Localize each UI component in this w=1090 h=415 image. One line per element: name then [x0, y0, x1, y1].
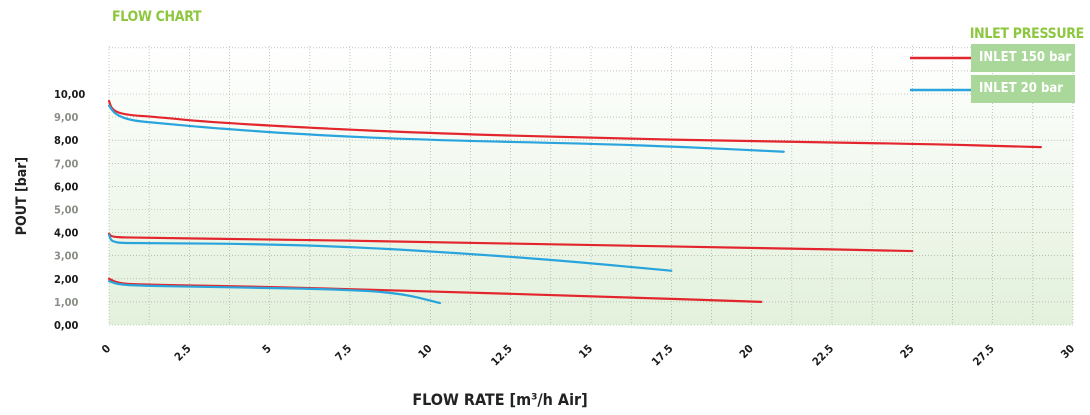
series-lines — [107, 99, 1042, 305]
x-tick-label: 0 — [99, 342, 113, 356]
y-tick-label: 7,00 — [54, 157, 79, 170]
legend-item-inlet-20: INLET 20 bar — [971, 75, 1075, 103]
series-line-inlet-20-bar-10 — [107, 104, 785, 153]
x-tick-label: 20 — [737, 342, 756, 361]
x-tick-label: 27.5 — [970, 342, 997, 369]
x-tick-label: 15 — [576, 342, 595, 361]
x-tick-label: 2.5 — [172, 342, 194, 364]
y-axis-ticks: 0,00 1,00 2,00 3,00 4,00 5,00 6,00 7,00 8,00 9,00… — [54, 88, 85, 332]
y-tick-label: 1,00 — [54, 296, 79, 309]
x-tick-label: 5 — [260, 342, 274, 356]
y-tick-label: 3,00 — [54, 250, 79, 263]
series-line-inlet-20-bar-4 — [107, 233, 673, 272]
series-line-inlet-150-bar-10 — [107, 99, 1042, 149]
series-line-inlet-20-bar-2 — [107, 280, 442, 305]
legend-lines — [910, 56, 975, 92]
y-tick-label: 4,00 — [54, 227, 79, 240]
x-axis-title: FLOW RATE [m³/h Air] — [412, 390, 588, 409]
x-axis-ticks: 0 2.5 5 7.5 10 12.5 15 17.5 20 22.5 25 27.5 30 — [99, 342, 1077, 369]
y-tick-label: 6,00 — [54, 180, 79, 193]
y-tick-label: 0,00 — [54, 319, 79, 332]
y-tick-label: 10,00 — [54, 88, 85, 101]
y-tick-label: 9,00 — [54, 111, 79, 124]
x-tick-label: 7.5 — [333, 342, 355, 364]
plot-area — [109, 46, 1073, 325]
legend-item-inlet-150: INLET 150 bar — [971, 44, 1075, 72]
x-tick-label: 17.5 — [649, 342, 676, 369]
legend-title: INLET PRESSURE — [969, 26, 1085, 42]
y-axis-title: POUT [bar] — [14, 156, 30, 236]
y-tick-label: 2,00 — [54, 273, 79, 286]
x-tick-label: 12.5 — [488, 342, 515, 369]
series-line-inlet-150-bar-4 — [107, 232, 914, 253]
x-tick-label: 25 — [898, 342, 917, 361]
x-tick-label: 10 — [416, 342, 435, 361]
chart-title: FLOW CHART — [112, 9, 202, 25]
x-tick-label: 22.5 — [810, 342, 837, 369]
y-tick-label: 5,00 — [54, 204, 79, 217]
x-tick-label: 30 — [1058, 342, 1077, 361]
y-tick-label: 8,00 — [54, 134, 79, 147]
